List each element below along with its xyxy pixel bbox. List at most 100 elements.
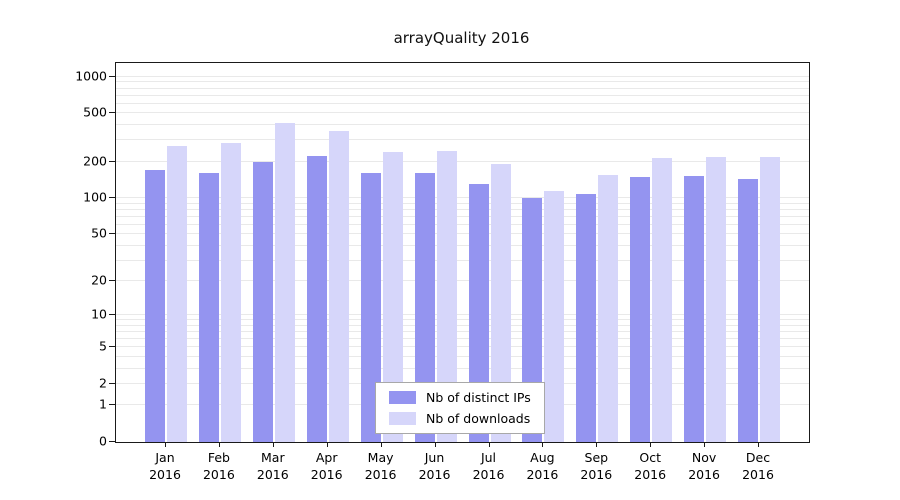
x-tick-label-may: May 2016 <box>364 450 397 482</box>
y-tick-label-2: 2 <box>99 375 107 391</box>
x-tick-mark-jul <box>488 442 490 447</box>
y-tick-mark-2 <box>109 382 116 384</box>
x-tick-mark-mar <box>272 442 274 447</box>
gridline-500 <box>116 112 809 114</box>
x-tick-mark-apr <box>326 442 328 447</box>
bar-nb-of-distinct-ips-jun <box>414 172 435 442</box>
gridline-900 <box>116 81 809 83</box>
legend-item-downloads: Nb of downloads <box>389 411 531 426</box>
bar-nb-of-downloads-feb <box>220 143 241 442</box>
legend-swatch-downloads <box>389 412 416 425</box>
bar-nb-of-downloads-jul <box>490 164 511 442</box>
x-tick-mark-oct <box>650 442 652 447</box>
gridline-90 <box>116 202 809 204</box>
bar-nb-of-distinct-ips-jan <box>145 170 165 442</box>
gridline-200 <box>116 160 809 162</box>
gridline-600 <box>116 102 809 104</box>
gridline-5 <box>116 346 809 348</box>
y-tick-mark-500 <box>109 112 116 114</box>
bar-nb-of-distinct-ips-apr <box>306 155 327 442</box>
bar-nb-of-distinct-ips-feb <box>198 173 219 442</box>
bar-nb-of-distinct-ips-may <box>360 172 381 442</box>
x-tick-label-jun: Jun 2016 <box>418 450 451 482</box>
x-tick-label-dec: Dec 2016 <box>742 450 774 482</box>
bar-nb-of-downloads-jun <box>436 151 457 442</box>
bar-nb-of-downloads-jan <box>167 145 187 442</box>
x-tick-mark-nov <box>704 442 706 447</box>
y-tick-mark-50 <box>109 233 116 235</box>
bar-nb-of-downloads-mar <box>274 122 295 442</box>
chart-title: arrayQuality 2016 <box>393 29 530 47</box>
gridline-800 <box>116 87 809 89</box>
gridline-20 <box>116 280 809 282</box>
bar-nb-of-distinct-ips-aug <box>522 198 543 442</box>
x-tick-label-sep: Sep 2016 <box>580 450 613 482</box>
y-tick-label-1000: 1000 <box>75 68 107 84</box>
gridline-50 <box>116 233 809 235</box>
bar-nb-of-distinct-ips-dec <box>738 179 758 442</box>
legend-swatch-distinct-ips <box>389 391 416 404</box>
y-tick-mark-200 <box>109 160 116 162</box>
y-tick-label-10: 10 <box>91 306 107 322</box>
y-tick-label-0: 0 <box>99 433 107 449</box>
bar-nb-of-downloads-nov <box>706 156 727 442</box>
x-tick-label-feb: Feb 2016 <box>202 450 235 482</box>
x-tick-label-jul: Jul 2016 <box>472 450 505 482</box>
gridline-3 <box>116 367 809 369</box>
bar-nb-of-downloads-apr <box>328 130 349 442</box>
gridline-4 <box>116 355 809 357</box>
plot-area: Nb of distinct IPs Nb of downloads <box>115 62 810 443</box>
bar-nb-of-downloads-oct <box>652 157 673 442</box>
gridline-30 <box>116 259 809 261</box>
x-tick-mark-dec <box>758 442 759 447</box>
gridline-100 <box>116 197 809 199</box>
legend-label-distinct-ips: Nb of distinct IPs <box>426 390 531 405</box>
x-tick-mark-jun <box>434 442 436 447</box>
y-tick-label-20: 20 <box>91 272 107 288</box>
y-tick-label-50: 50 <box>91 225 107 241</box>
y-tick-label-200: 200 <box>83 153 107 169</box>
bar-nb-of-distinct-ips-nov <box>684 176 705 442</box>
bar-nb-of-distinct-ips-sep <box>576 194 597 442</box>
gridline-60 <box>116 223 809 225</box>
gridline-10 <box>116 314 809 316</box>
bar-nb-of-downloads-sep <box>598 175 619 442</box>
x-tick-label-apr: Apr 2016 <box>310 450 343 482</box>
y-tick-label-500: 500 <box>83 104 107 120</box>
x-tick-label-nov: Nov 2016 <box>688 450 720 482</box>
bar-nb-of-downloads-dec <box>760 156 780 442</box>
y-tick-label-100: 100 <box>83 189 107 205</box>
x-tick-mark-aug <box>542 442 544 447</box>
gridline-700 <box>116 94 809 96</box>
x-tick-mark-feb <box>218 442 220 447</box>
gridline-8 <box>116 324 809 326</box>
x-tick-label-mar: Mar 2016 <box>256 450 289 482</box>
gridline-9 <box>116 319 809 321</box>
x-tick-mark-jan <box>165 442 166 447</box>
legend-item-distinct-ips: Nb of distinct IPs <box>389 390 531 405</box>
y-tick-label-1: 1 <box>99 396 107 412</box>
gridline-40 <box>116 244 809 246</box>
bar-nb-of-downloads-aug <box>544 190 565 442</box>
gridline-7 <box>116 331 809 333</box>
gridline-70 <box>116 215 809 217</box>
gridline-1000 <box>116 75 809 77</box>
gridline-6 <box>116 338 809 340</box>
x-tick-label-oct: Oct 2016 <box>634 450 667 482</box>
y-tick-mark-100 <box>109 197 116 199</box>
x-tick-label-jan: Jan 2016 <box>149 450 181 482</box>
bar-nb-of-distinct-ips-jul <box>468 184 489 442</box>
legend: Nb of distinct IPs Nb of downloads <box>375 382 545 434</box>
bar-nb-of-distinct-ips-mar <box>252 161 273 442</box>
x-tick-label-aug: Aug 2016 <box>526 450 559 482</box>
bar-nb-of-distinct-ips-oct <box>630 176 651 442</box>
y-tick-mark-1 <box>109 404 116 406</box>
y-tick-mark-10 <box>109 314 116 316</box>
y-tick-mark-1000 <box>109 75 116 77</box>
y-tick-mark-0 <box>109 441 116 442</box>
y-tick-mark-20 <box>109 280 116 282</box>
legend-label-downloads: Nb of downloads <box>426 411 531 426</box>
gridline-400 <box>116 124 809 126</box>
y-tick-label-5: 5 <box>99 338 107 354</box>
